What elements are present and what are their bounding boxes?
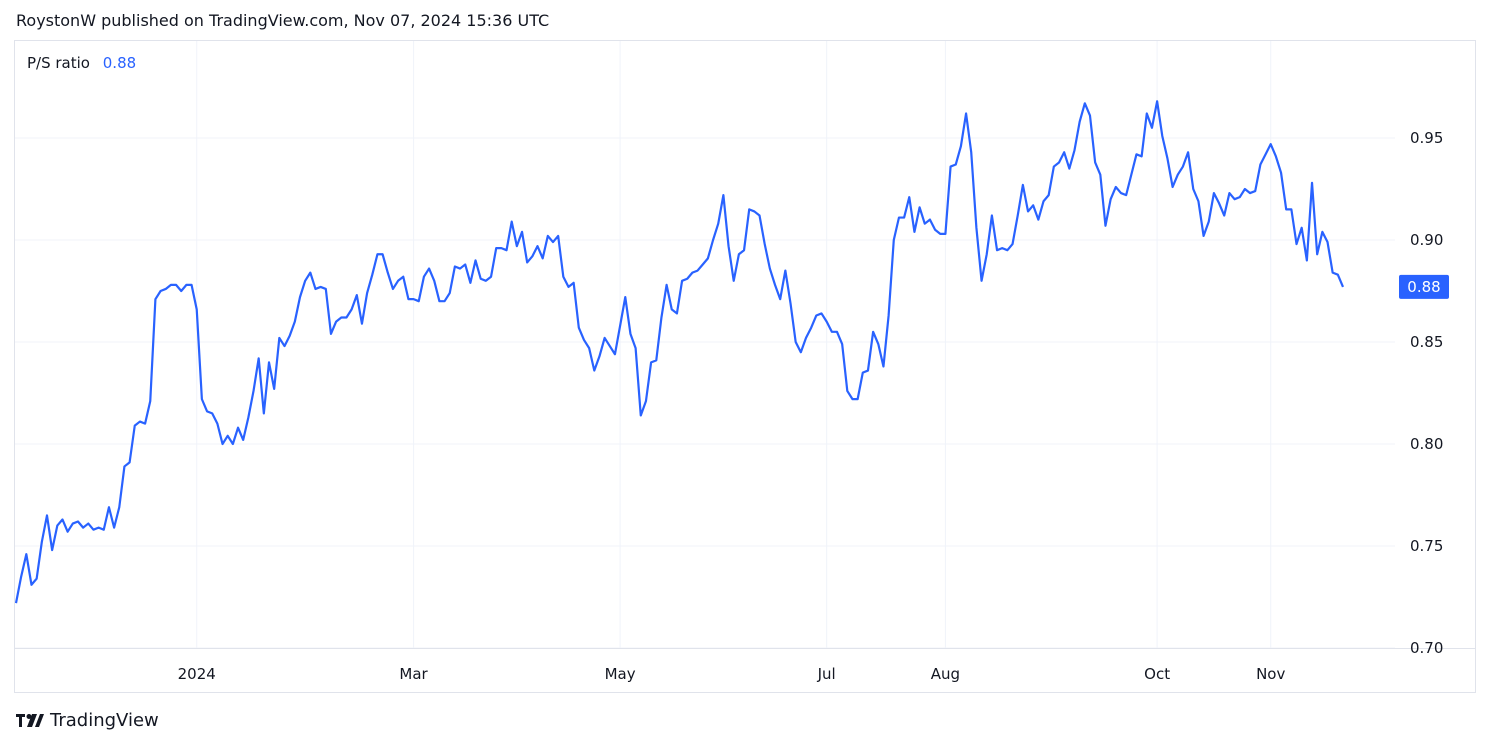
- y-tick-label: 0.80: [1410, 435, 1443, 453]
- y-tick-label: 0.85: [1410, 333, 1443, 351]
- y-tick-label: 0.75: [1410, 537, 1443, 555]
- tradingview-brand-text: TradingView: [50, 710, 159, 731]
- x-tick-label: Oct: [1144, 665, 1170, 683]
- x-tick-label: Jul: [817, 665, 836, 683]
- x-tick-label: Nov: [1256, 665, 1285, 683]
- x-tick-label: Mar: [399, 665, 428, 683]
- x-tick-label: May: [605, 665, 636, 683]
- chart-frame: [14, 40, 1476, 693]
- legend: P/S ratio 0.88: [27, 54, 136, 72]
- x-tick-label: Aug: [931, 665, 960, 683]
- y-tick-label: 0.95: [1410, 129, 1443, 147]
- last-value-label: 0.88: [1407, 278, 1440, 296]
- publish-header: RoystonW published on TradingView.com, N…: [16, 11, 550, 30]
- y-tick-label: 0.70: [1410, 639, 1443, 657]
- legend-series-name: P/S ratio: [27, 54, 90, 72]
- y-tick-label: 0.90: [1410, 231, 1443, 249]
- x-tick-label: 2024: [178, 665, 216, 683]
- tradingview-logo-icon: [16, 713, 44, 727]
- legend-series-value: 0.88: [102, 54, 137, 72]
- series-line-ps-ratio: [15, 100, 1345, 604]
- last-value-badge: [1399, 274, 1449, 299]
- tradingview-logo[interactable]: TradingView: [16, 710, 159, 731]
